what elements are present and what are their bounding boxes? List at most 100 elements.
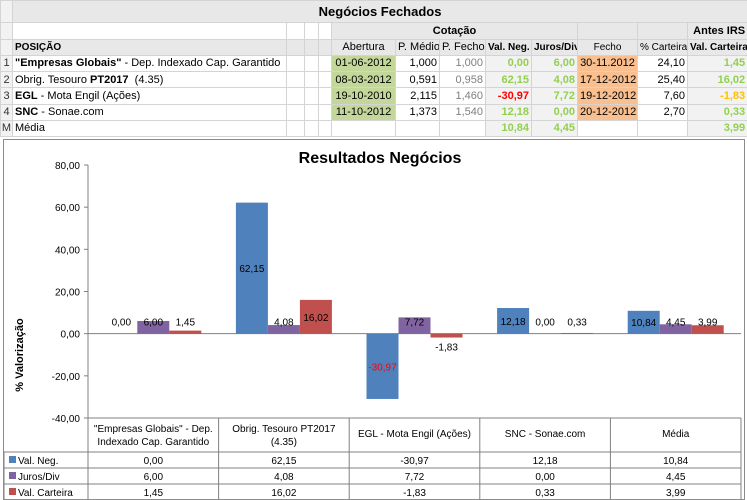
cell[interactable] [12, 22, 287, 40]
row-header[interactable] [0, 38, 13, 56]
position-name-cell[interactable]: "Empresas Globais" - Dep. Indexado Cap. … [12, 54, 287, 73]
cell[interactable] [304, 38, 319, 56]
fecho-cell[interactable]: 20-12-2012 [577, 103, 638, 121]
abertura-cell[interactable]: 19-10-2010 [331, 87, 396, 105]
header-p-medio[interactable]: P. Médio [395, 38, 440, 56]
cell[interactable] [286, 22, 305, 40]
cell[interactable] [304, 87, 319, 105]
header-val-carteira[interactable]: Val. Carteira [686, 38, 747, 56]
legend-key [9, 456, 16, 463]
fecho-cell[interactable]: 30-11.2012 [577, 54, 638, 73]
cell[interactable] [286, 54, 305, 73]
val-neg-cell[interactable]: 62,15 [485, 71, 532, 89]
header-juros[interactable]: Juros/Div [531, 38, 578, 56]
val-carteira-cell[interactable]: 16,02 [686, 71, 747, 89]
bar-val-neg- [235, 202, 268, 334]
row-header[interactable] [0, 0, 13, 24]
pct-carteira-cell[interactable]: 7,60 [637, 87, 688, 105]
row-header[interactable]: 4 [0, 103, 13, 121]
cell[interactable] [304, 54, 319, 73]
header-abertura[interactable]: Abertura [331, 38, 396, 56]
cell[interactable] [286, 103, 305, 121]
val-carteira-cell[interactable]: -1,83 [686, 87, 747, 105]
val-carteira-cell[interactable]: 0,33 [686, 103, 747, 121]
pct-carteira-cell[interactable]: 25,40 [637, 71, 688, 89]
cell[interactable] [304, 22, 319, 40]
val-carteira-cell[interactable]: 1,45 [686, 54, 747, 73]
media-label[interactable]: Média [12, 119, 287, 138]
media-val-carteira-cell[interactable]: 3,99 [686, 119, 747, 138]
cell[interactable] [318, 119, 332, 138]
abertura-cell[interactable]: 08-03-2012 [331, 71, 396, 89]
group-header-cotacao[interactable]: Cotação [331, 22, 578, 40]
data-label: 16,02 [303, 313, 328, 324]
cell[interactable] [577, 22, 638, 40]
row-header[interactable]: 1 [0, 54, 13, 73]
group-header-antes-irs[interactable]: Antes IRS [686, 22, 747, 40]
p-fecho-cell[interactable]: 1,540 [439, 103, 486, 121]
data-label: 4,08 [274, 318, 294, 329]
category-label: "Empresas Globais" - Dep. Indexado Cap. G… [94, 424, 213, 448]
p-fecho-cell[interactable]: 1,460 [439, 87, 486, 105]
position-name-cell[interactable]: SNC - Sonae.com [12, 103, 287, 121]
p-medio-cell[interactable]: 2,115 [395, 87, 440, 105]
p-medio-cell[interactable]: 1,000 [395, 54, 440, 73]
cell[interactable] [318, 87, 332, 105]
pct-carteira-cell[interactable]: 24,10 [637, 54, 688, 73]
row-header[interactable]: 2 [0, 71, 13, 89]
juros-cell[interactable]: 4,08 [531, 71, 578, 89]
cell[interactable] [286, 87, 305, 105]
legend-label: Val. Neg. [18, 456, 58, 467]
cell[interactable] [304, 103, 319, 121]
row-header[interactable]: 3 [0, 87, 13, 105]
cell[interactable] [304, 71, 319, 89]
juros-cell[interactable]: 6,00 [531, 54, 578, 73]
cell[interactable] [318, 22, 332, 40]
juros-cell[interactable]: 0,00 [531, 103, 578, 121]
cell[interactable] [286, 38, 305, 56]
header-posicao[interactable]: POSIÇÃO [12, 38, 287, 56]
cell[interactable] [304, 119, 319, 138]
cell[interactable] [439, 119, 486, 138]
val-neg-cell[interactable]: -30,97 [485, 87, 532, 105]
val-neg-cell[interactable]: 0,00 [485, 54, 532, 73]
chart-object[interactable]: Resultados Negócios % Valorização 80,00 60,… [3, 139, 745, 500]
fecho-cell[interactable]: 17-12-2012 [577, 71, 638, 89]
y-tick-label: 20,00 [55, 288, 80, 299]
sheet-title[interactable]: Negócios Fechados [11, 0, 747, 24]
cell[interactable] [318, 103, 332, 121]
header-fecho[interactable]: Fecho [577, 38, 638, 56]
position-name-cell[interactable]: Obrig. Tesouro PT2017 (4.35) [12, 71, 287, 89]
cell[interactable] [318, 54, 332, 73]
pct-carteira-cell[interactable]: 2,70 [637, 103, 688, 121]
p-medio-cell[interactable]: 1,373 [395, 103, 440, 121]
cell[interactable] [318, 38, 332, 56]
row-header[interactable]: M [0, 119, 13, 138]
val-neg-cell[interactable]: 12,18 [485, 103, 532, 121]
header-pct-carteira[interactable]: % Carteira [637, 38, 688, 56]
legend-key [9, 488, 16, 495]
data-label: 1,45 [176, 318, 196, 329]
row-header[interactable] [0, 22, 13, 40]
abertura-cell[interactable]: 11-10-2012 [331, 103, 396, 121]
cell[interactable] [395, 119, 440, 138]
cell[interactable] [637, 119, 688, 138]
juros-cell[interactable]: 7,72 [531, 87, 578, 105]
abertura-cell[interactable]: 01-06-2012 [331, 54, 396, 73]
cell[interactable] [318, 71, 332, 89]
media-val-neg-cell[interactable]: 10,84 [485, 119, 532, 138]
p-fecho-cell[interactable]: 0,958 [439, 71, 486, 89]
header-val-neg[interactable]: Val. Neg. [485, 38, 532, 56]
cell[interactable] [331, 119, 396, 138]
cell[interactable] [637, 22, 688, 40]
cell[interactable] [286, 119, 305, 138]
media-juros-cell[interactable]: 4,45 [531, 119, 578, 138]
cell[interactable] [286, 71, 305, 89]
header-p-fecho[interactable]: P. Fecho [439, 38, 486, 56]
position-name-cell[interactable]: EGL - Mota Engil (Ações) [12, 87, 287, 105]
p-fecho-cell[interactable]: 1,000 [439, 54, 486, 73]
cell[interactable] [577, 119, 638, 138]
category-label: EGL - Mota Engil (Ações) [358, 429, 471, 440]
p-medio-cell[interactable]: 0,591 [395, 71, 440, 89]
fecho-cell[interactable]: 19-12-2012 [577, 87, 638, 105]
